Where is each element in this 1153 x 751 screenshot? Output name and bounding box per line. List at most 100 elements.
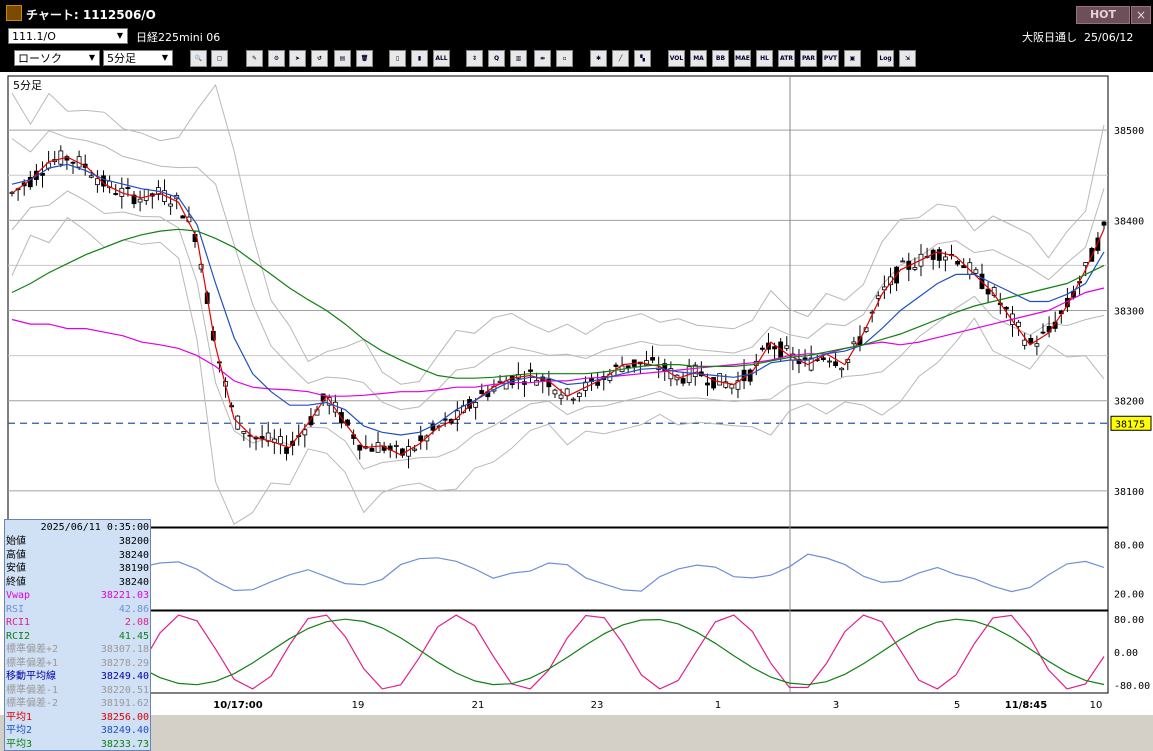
candle-body <box>936 249 942 261</box>
rci2-line <box>11 618 1105 686</box>
toolbar-bb-button[interactable]: BB <box>712 50 729 67</box>
toolbar-cursor-button[interactable]: ➤ <box>289 50 306 67</box>
x-tick-label: 10 <box>1090 700 1103 711</box>
price-panel-frame <box>7 75 1109 528</box>
toolbar-par-button[interactable]: PAR <box>800 50 817 67</box>
info-datetime: 2025/06/11 0:35:00 <box>40 522 149 533</box>
toolbar-frame-button[interactable]: ▣ <box>844 50 861 67</box>
info-row: 標準偏差-2 38191.62 <box>6 697 150 710</box>
toolbar-hl-button[interactable]: HL <box>756 50 773 67</box>
session-label: 大阪日通し <box>1022 31 1077 44</box>
app-chart-icon <box>6 5 22 21</box>
candle-body <box>430 424 436 431</box>
price-tick-label: 38300 <box>1114 307 1144 318</box>
toolbar-delete-button[interactable]: 🗑 <box>356 50 373 67</box>
candle-body <box>729 384 735 389</box>
candle-body <box>393 445 399 447</box>
info-label: 安値 <box>6 563 26 574</box>
toolbar-mae-button[interactable]: MAE <box>734 50 751 67</box>
toolbar-ma-button[interactable]: MA <box>690 50 707 67</box>
hot-button[interactable]: HOT <box>1076 6 1130 24</box>
info-value: 38191.62 <box>100 698 149 709</box>
candle-body <box>1028 337 1034 344</box>
toolbar-color-button[interactable]: ▚ <box>634 50 651 67</box>
toolbar-tool-button[interactable]: ⚙ <box>268 50 285 67</box>
info-value: 38240 <box>118 549 149 561</box>
chevron-down-icon[interactable]: ▼ <box>161 53 169 62</box>
candle-body <box>717 373 723 386</box>
info-value: 38307.18 <box>100 644 149 655</box>
candle-body <box>1022 339 1028 346</box>
info-row: 高値 38240 <box>6 549 150 562</box>
info-row: 終値 38240 <box>6 576 150 589</box>
info-row: RSI 42.86 <box>6 603 150 616</box>
candle-body <box>973 269 979 274</box>
interval-combo[interactable]: 5分足 ▼ <box>103 50 173 66</box>
x-tick-label: 21 <box>472 700 485 711</box>
header-row: 111.1/O ▼ 日経225mini 06 大阪日通し 25/06/12 <box>0 26 1153 46</box>
toolbar-all-button[interactable]: ALL <box>433 50 450 67</box>
info-label: 標準偏差+1 <box>6 657 59 669</box>
info-label: 高値 <box>6 549 26 561</box>
toolbar-log-button[interactable]: Log <box>877 50 894 67</box>
close-button[interactable]: × <box>1131 6 1151 24</box>
bb-lower-1-line <box>11 190 1105 470</box>
candle-body <box>857 336 863 346</box>
toolbar-candle1-button[interactable]: ▯ <box>389 50 406 67</box>
info-label: 終値 <box>6 576 26 588</box>
interval-value: 5分足 <box>107 52 136 65</box>
info-label: RCI1 <box>6 617 31 628</box>
bb-upper-2-line <box>11 83 1105 385</box>
chart-svg[interactable]: 38500 38400 38300 38200 38100 38175 5分足 80.00 20… <box>0 72 1153 715</box>
price-tick-label: 38500 <box>1114 126 1144 137</box>
price-tick-label: 38100 <box>1114 487 1144 498</box>
chevron-down-icon[interactable]: ▼ <box>88 53 96 62</box>
symbol-combo[interactable]: 111.1/O ▼ <box>8 28 128 44</box>
current-price-label: 38175 <box>1115 419 1145 430</box>
info-row: 標準偏差+1 38278.29 <box>6 657 150 670</box>
chart-area[interactable]: 38500 38400 38300 38200 38100 38175 5分足 80.00 20… <box>0 72 1153 751</box>
toolbar-brush-button[interactable]: ╱ <box>612 50 629 67</box>
info-value: 2.08 <box>124 617 149 628</box>
x-tick-label: 5 <box>954 700 960 711</box>
toolbar-bars-button[interactable]: ⇹ <box>534 50 551 67</box>
info-value: 38220.51 <box>100 684 149 696</box>
candle-body <box>369 447 375 452</box>
candle-body <box>265 432 271 442</box>
info-value: 38190 <box>118 563 149 574</box>
toolbar-zoom-button[interactable]: 🔍 <box>190 50 207 67</box>
title-bar: チャート: 1112506/O HOT × <box>0 0 1153 26</box>
toolbar-pen-button[interactable]: ✎ <box>246 50 263 67</box>
toolbar-chart1-button[interactable]: ▥ <box>510 50 527 67</box>
toolbar-atr-button[interactable]: ATR <box>778 50 795 67</box>
candle-body <box>833 361 838 367</box>
bb-lower-2-line <box>11 216 1105 525</box>
toolbar-volume-button[interactable]: VOL <box>668 50 685 67</box>
chevron-down-icon[interactable]: ▼ <box>116 31 124 40</box>
toolbar-pvt-button[interactable]: PVT <box>822 50 839 67</box>
toolbar-fit-button[interactable]: ⇕ <box>466 50 483 67</box>
toolbar-export-button[interactable]: ⇲ <box>899 50 916 67</box>
info-value: 42.86 <box>118 603 149 615</box>
candle-body <box>784 345 790 349</box>
info-label: 平均1 <box>6 711 33 723</box>
toolbar-disabled-button[interactable]: ▫ <box>556 50 573 67</box>
info-value: 38249.40 <box>100 671 149 682</box>
candle-body <box>241 431 247 434</box>
info-value: 38249.40 <box>100 725 149 736</box>
toolbar-config-button[interactable]: ✱ <box>590 50 607 67</box>
candle-body <box>528 369 533 372</box>
info-value: 41.45 <box>118 630 149 642</box>
chart-type-combo[interactable]: ローソク ▼ <box>14 50 100 66</box>
toolbar-find-button[interactable]: Q <box>488 50 505 67</box>
toolbar-window-button[interactable]: ▢ <box>211 50 228 67</box>
candle-body <box>125 187 131 189</box>
candle-body <box>747 369 753 382</box>
candle-body <box>143 188 149 201</box>
candle-body <box>1095 237 1101 251</box>
toolbar-memo-button[interactable]: ▤ <box>334 50 351 67</box>
rsi-tick-label: 20.00 <box>1114 590 1144 601</box>
toolbar-candle2-button[interactable]: ▮ <box>411 50 428 67</box>
toolbar-rewind-button[interactable]: ↺ <box>311 50 328 67</box>
candle-body <box>723 381 729 388</box>
